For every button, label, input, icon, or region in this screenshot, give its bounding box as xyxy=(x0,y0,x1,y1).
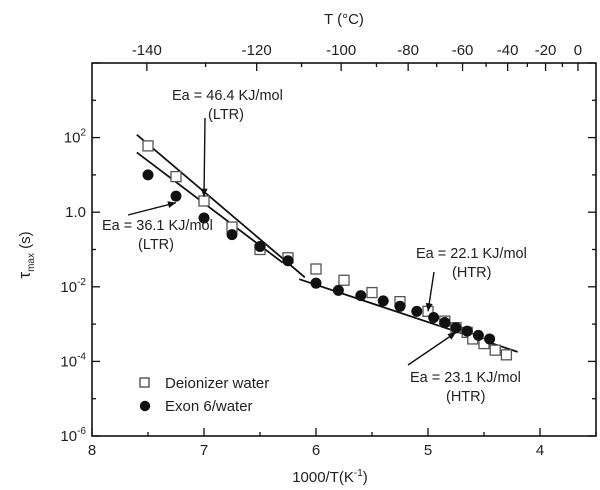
annotation-arrowhead-3 xyxy=(425,302,433,312)
annotation-label-1: Ea = 46.4 KJ/mol xyxy=(172,88,283,104)
point-exon-6-water xyxy=(355,290,367,302)
y-tick-label: 10-2 xyxy=(60,277,86,296)
annotation-arrowhead-1 xyxy=(200,188,208,197)
point-deionizer-water xyxy=(142,140,154,152)
x-tick-label: 4 xyxy=(536,442,544,459)
top-tick-label: -100 xyxy=(326,42,356,59)
point-deionizer-water xyxy=(170,170,182,183)
point-exon-6-water xyxy=(254,241,266,253)
axis-ticks xyxy=(91,62,597,437)
point-deionizer-water xyxy=(310,263,322,275)
x-tick-label: 6 xyxy=(312,442,320,459)
legend-label-deionizer-water: Deionizer water xyxy=(165,375,269,392)
point-exon-6-water xyxy=(377,295,389,307)
y-tick-label: 102 xyxy=(64,128,87,147)
fit-line-1 xyxy=(136,133,306,278)
point-exon-6-water xyxy=(394,300,406,312)
point-exon-6-water xyxy=(226,229,238,241)
annotation-arrowhead-2 xyxy=(167,201,176,209)
annotation-label-1: (LTR) xyxy=(208,107,244,123)
annotations: Ea = 46.4 KJ/mol (LTR) Ea = 36.1 KJ/mol (LT… xyxy=(102,88,527,405)
x-tick-label: 7 xyxy=(200,442,208,459)
data-points xyxy=(142,140,513,361)
point-exon-6-water xyxy=(484,333,496,345)
annotation-label-3: Ea = 22.1 KJ/mol xyxy=(416,246,527,262)
point-exon-6-water xyxy=(439,317,451,329)
point-exon-6-water xyxy=(461,325,473,337)
top-tick-label: -140 xyxy=(132,42,162,59)
point-deionizer-water xyxy=(366,286,378,299)
top-tick-label: -60 xyxy=(452,42,474,59)
y-axis-title: τmax (s) xyxy=(15,231,37,278)
top-axis-title: T (°C) xyxy=(324,11,364,28)
x-axis-title: 1000/T(K-1) xyxy=(292,468,368,486)
annotation-arrow-2 xyxy=(127,202,177,216)
top-tick-label: -20 xyxy=(535,42,557,59)
y-tick-label: 1.0 xyxy=(65,204,86,221)
top-tick-label: -120 xyxy=(242,42,272,59)
point-exon-6-water xyxy=(198,212,210,224)
point-exon-6-water xyxy=(428,312,440,324)
y-tick-label: 10-6 xyxy=(60,426,86,445)
point-exon-6-water xyxy=(450,322,462,334)
point-deionizer-water xyxy=(489,344,501,356)
legend-marker-exon-6-water xyxy=(139,400,151,412)
fit-lines xyxy=(136,133,518,353)
point-exon-6-water xyxy=(170,190,182,202)
top-tick-label: -40 xyxy=(497,42,519,59)
y-tick-label: 10-4 xyxy=(60,351,86,370)
point-exon-6-water xyxy=(282,255,294,267)
annotation-label-4: Ea = 23.1 KJ/mol xyxy=(410,370,521,386)
point-exon-6-water xyxy=(411,305,423,317)
top-tick-label: -80 xyxy=(397,42,419,59)
x-tick-label: 5 xyxy=(424,442,432,459)
axis-tick-labels: 8 7 6 5 4 10-6 10-4 10-2 1.0 102 -140 -120 -100 -80 -6… xyxy=(60,42,582,459)
x-tick-label: 8 xyxy=(88,442,96,459)
top-tick-label: 0 xyxy=(574,42,582,59)
annotation-label-2: Ea = 36.1 KJ/mol xyxy=(102,218,213,234)
annotation-arrow-4 xyxy=(407,331,457,366)
legend-marker-deionizer-water xyxy=(139,377,150,388)
point-deionizer-water xyxy=(338,274,350,286)
annotation-arrowhead-4 xyxy=(447,332,456,340)
point-exon-6-water xyxy=(142,169,154,181)
point-exon-6-water xyxy=(472,329,484,341)
annotation-label-3: (HTR) xyxy=(452,265,491,281)
point-exon-6-water xyxy=(332,284,344,296)
legend-label-exon-6-water: Exon 6/water xyxy=(165,398,253,415)
annotation-label-4: (HTR) xyxy=(446,389,485,405)
annotation-arrow-1 xyxy=(203,117,206,197)
legend: Deionizer water Exon 6/water xyxy=(139,375,269,415)
point-exon-6-water xyxy=(310,277,322,289)
point-deionizer-water xyxy=(500,349,513,361)
annotation-label-2: (LTR) xyxy=(138,237,174,253)
point-deionizer-water xyxy=(198,195,210,207)
